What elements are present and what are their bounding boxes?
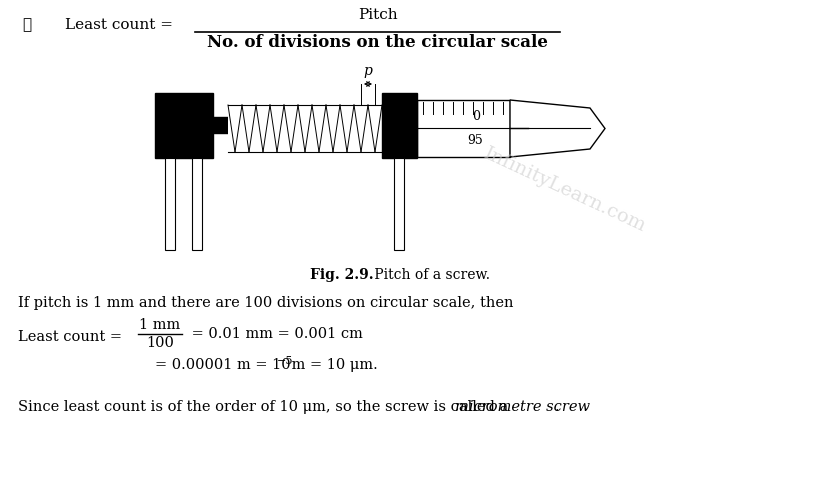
Text: −5: −5 <box>277 356 293 366</box>
Text: 0: 0 <box>472 110 480 123</box>
Text: Fig. 2.9.: Fig. 2.9. <box>310 268 373 282</box>
Bar <box>165 158 175 250</box>
Text: 100: 100 <box>146 336 174 350</box>
Polygon shape <box>510 100 605 157</box>
Bar <box>228 105 382 152</box>
Bar <box>382 93 417 158</box>
Text: ∴: ∴ <box>22 18 31 32</box>
Text: p: p <box>364 64 373 78</box>
Text: If pitch is 1 mm and there are 100 divisions on circular scale, then: If pitch is 1 mm and there are 100 divis… <box>18 296 514 310</box>
Text: Pitch of a screw.: Pitch of a screw. <box>370 268 490 282</box>
Bar <box>192 158 202 250</box>
Text: Pitch: Pitch <box>358 8 397 22</box>
Text: .: . <box>555 400 560 414</box>
Bar <box>417 100 510 157</box>
Text: 1 mm: 1 mm <box>140 318 181 332</box>
Text: No. of divisions on the circular scale: No. of divisions on the circular scale <box>207 34 548 51</box>
Bar <box>394 158 404 250</box>
Text: Least count =: Least count = <box>65 18 173 32</box>
Text: = 0.01 mm = 0.001 cm: = 0.01 mm = 0.001 cm <box>187 327 363 341</box>
Text: 95: 95 <box>467 134 483 147</box>
Text: Since least count is of the order of 10 μm, so the screw is called a: Since least count is of the order of 10 … <box>18 400 513 414</box>
Bar <box>155 93 213 158</box>
Text: micrometre screw: micrometre screw <box>455 400 590 414</box>
Text: m = 10 μm.: m = 10 μm. <box>287 358 377 372</box>
Bar <box>213 117 228 133</box>
Text: Least count =: Least count = <box>18 330 127 344</box>
Text: = 0.00001 m = 10: = 0.00001 m = 10 <box>155 358 291 372</box>
Text: InfinityLearn.com: InfinityLearn.com <box>481 145 649 236</box>
